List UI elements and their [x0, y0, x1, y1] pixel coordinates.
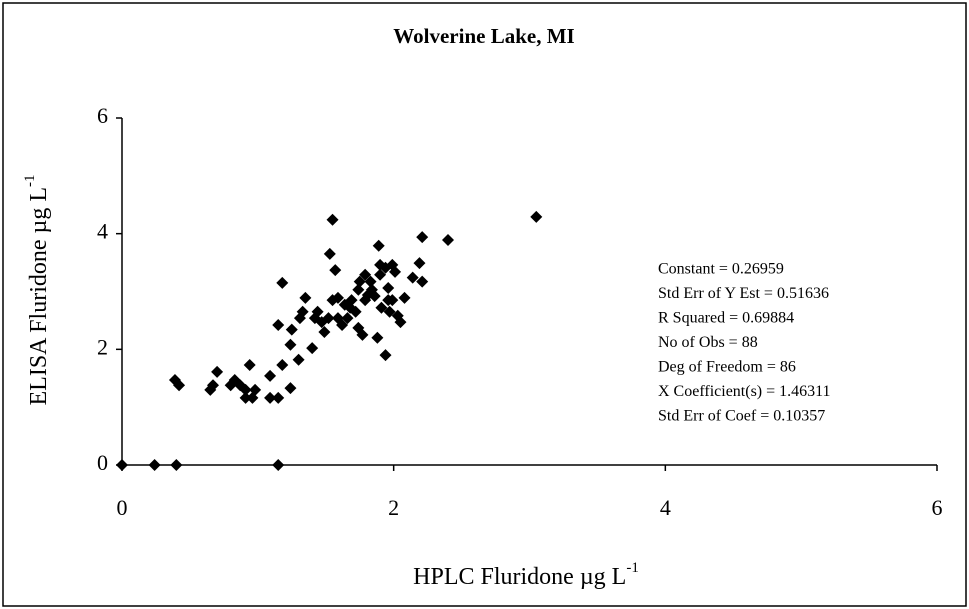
point — [243, 358, 256, 371]
point — [416, 275, 429, 288]
annotation: No of Obs = 88 — [658, 334, 758, 351]
point — [336, 319, 349, 332]
point — [264, 391, 277, 404]
point — [211, 365, 224, 378]
x-tick-label: 0 — [117, 495, 128, 520]
y-tick-label: 6 — [97, 103, 108, 128]
point — [116, 459, 128, 471]
annotation: Deg of Freedom = 86 — [658, 359, 796, 376]
point — [173, 379, 186, 392]
point — [306, 342, 319, 355]
y-tick-label: 2 — [97, 334, 108, 359]
point — [284, 382, 297, 395]
point — [284, 338, 297, 351]
point — [374, 268, 387, 281]
point — [326, 213, 339, 226]
point — [375, 301, 388, 314]
point — [530, 210, 543, 223]
annotation: Constant = 0.26959 — [658, 261, 784, 278]
x-tick-label: 6 — [932, 495, 943, 520]
x-axis-label-sup: -1 — [626, 560, 639, 576]
point — [413, 257, 426, 270]
point — [285, 323, 298, 336]
point — [323, 247, 336, 260]
point — [341, 312, 354, 325]
point — [292, 353, 305, 366]
x-tick-label: 4 — [660, 495, 671, 520]
point — [383, 305, 396, 318]
point — [353, 275, 366, 288]
point — [331, 291, 344, 304]
point — [249, 383, 262, 396]
point — [379, 349, 392, 362]
point — [382, 294, 395, 307]
point — [296, 305, 309, 318]
point — [349, 305, 362, 318]
point — [272, 319, 285, 332]
point — [311, 305, 324, 318]
point — [386, 258, 399, 271]
point — [374, 258, 387, 271]
annotation: Std Err of Y Est = 0.51636 — [658, 285, 829, 302]
point — [394, 316, 407, 329]
point — [264, 369, 277, 382]
point — [372, 239, 385, 252]
point — [359, 268, 372, 281]
point — [272, 459, 285, 471]
point — [299, 291, 312, 304]
point — [239, 391, 252, 404]
x-axis-label: HPLC Fluridone µg L-1 — [413, 560, 639, 589]
point — [364, 275, 377, 288]
x-tick-label: 2 — [388, 495, 399, 520]
y-tick-label: 0 — [97, 450, 108, 475]
y-axis-label-sup: -1 — [22, 175, 38, 188]
point — [276, 358, 289, 371]
point — [207, 379, 220, 392]
annotation: Std Err of Coef = 0.10357 — [658, 408, 825, 425]
point — [318, 325, 331, 338]
point — [356, 328, 369, 341]
point — [442, 234, 454, 247]
point — [322, 312, 335, 325]
point — [416, 231, 429, 244]
point — [345, 294, 358, 307]
y-axis-label-text: ELISA Fluridone µg L — [26, 187, 52, 405]
point — [398, 291, 411, 304]
point — [329, 264, 342, 277]
y-tick-label: 4 — [97, 219, 108, 244]
annotation: R Squared = 0.69884 — [658, 310, 794, 327]
point — [371, 331, 384, 344]
point — [170, 459, 183, 471]
y-axis-label-group: ELISA Fluridone µg L-1 — [22, 175, 51, 406]
point — [382, 282, 395, 295]
point — [272, 391, 285, 404]
y-axis-label: ELISA Fluridone µg L-1 — [22, 175, 51, 406]
point — [239, 383, 252, 396]
point — [406, 271, 419, 284]
point — [368, 290, 381, 303]
annotation: X Coefficient(s) = 1.46311 — [658, 383, 831, 400]
point — [148, 459, 161, 471]
point — [352, 283, 365, 296]
x-axis-label-text: HPLC Fluridone µg L — [413, 564, 626, 590]
chart-title: Wolverine Lake, MI — [393, 24, 574, 48]
point — [276, 276, 289, 289]
